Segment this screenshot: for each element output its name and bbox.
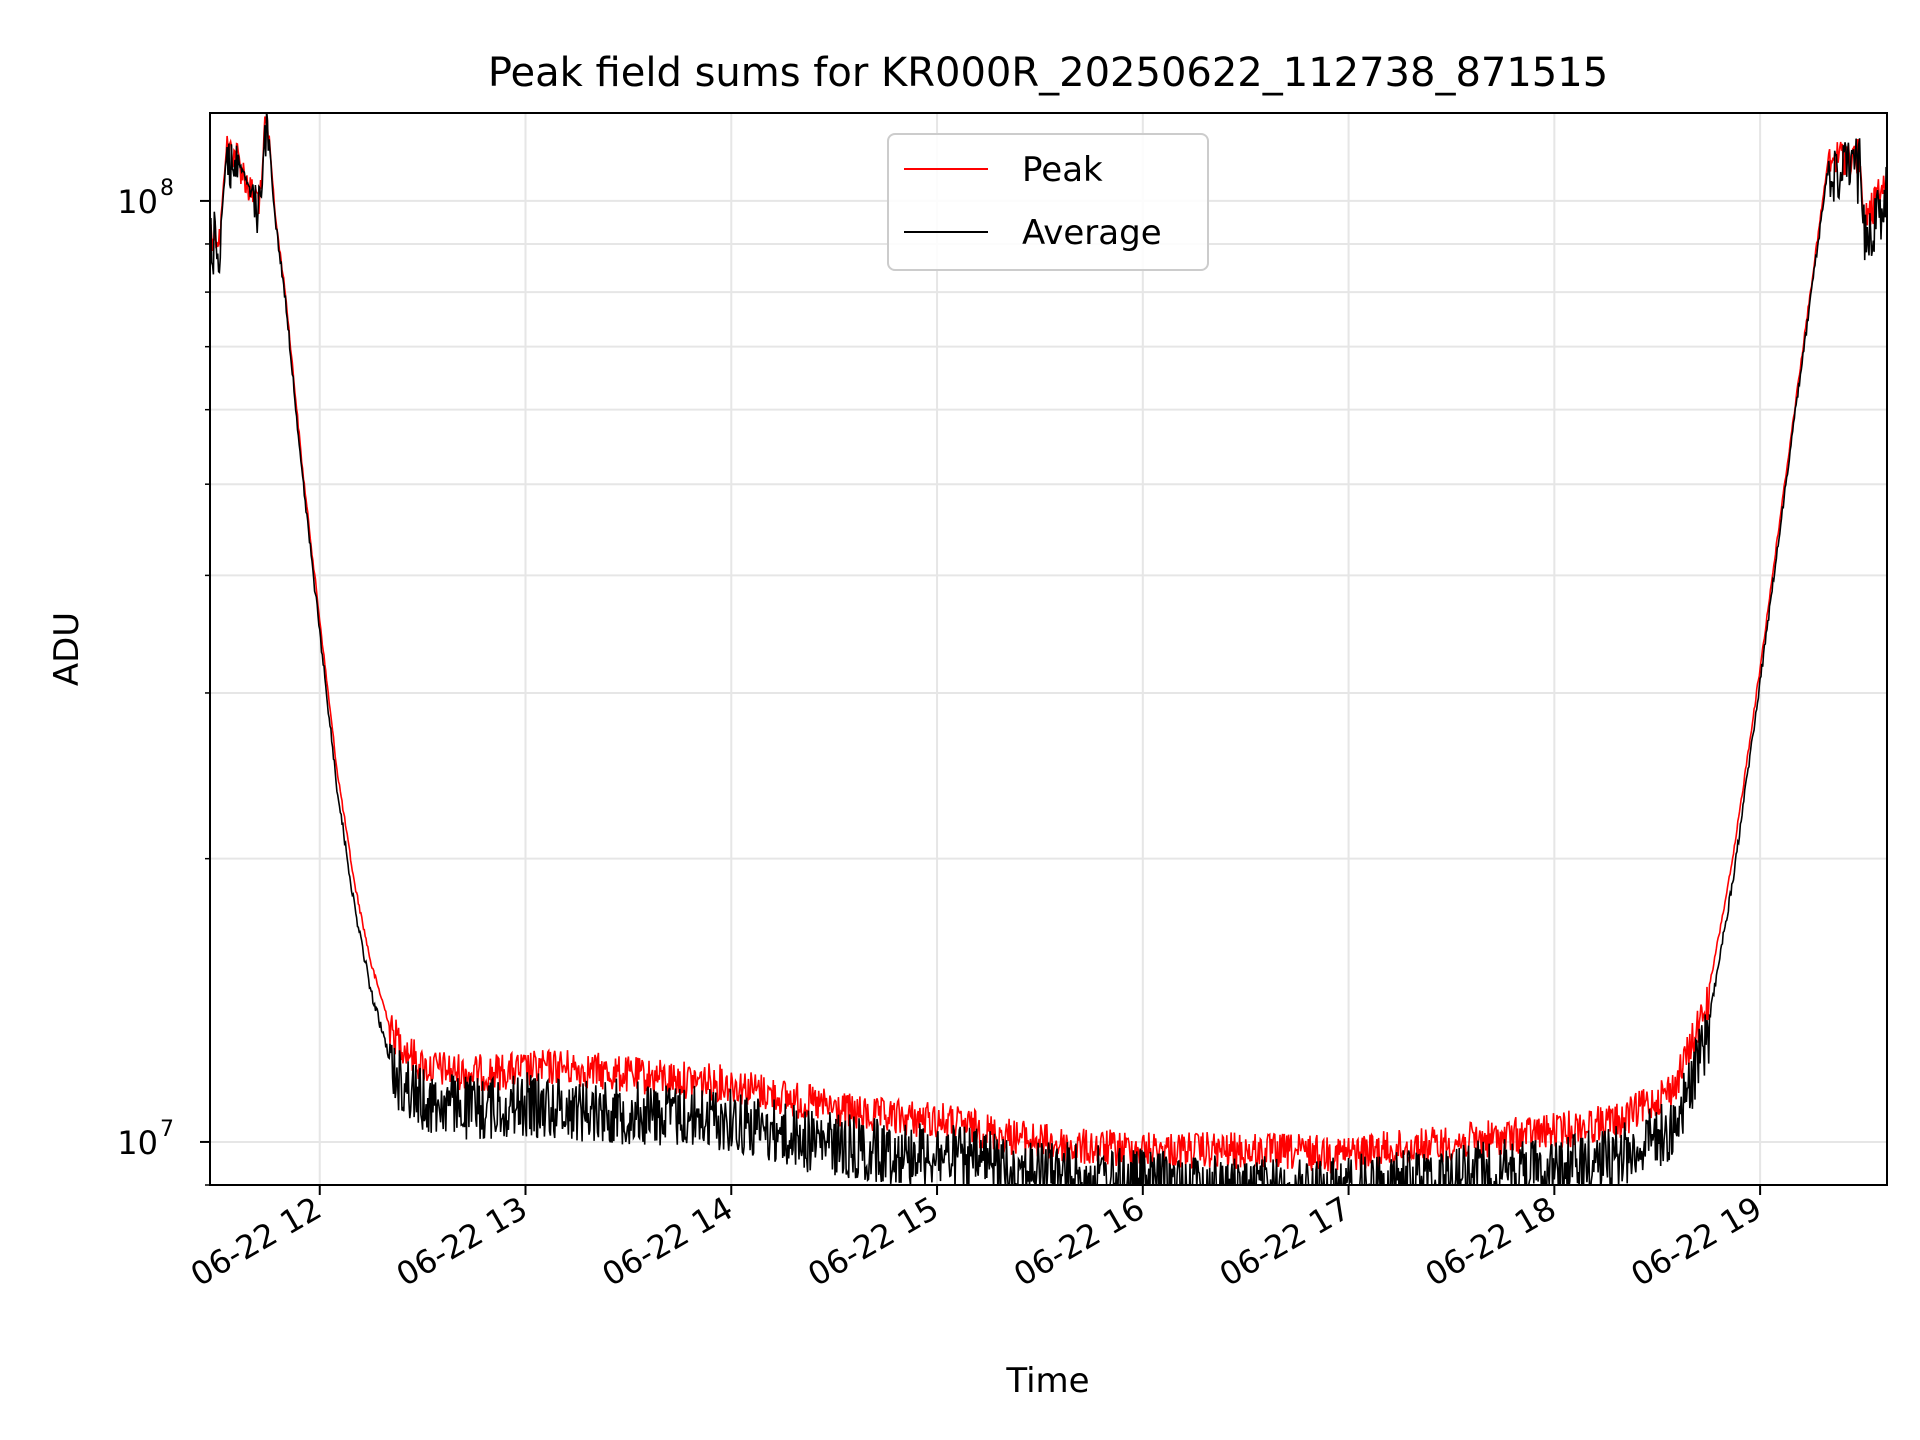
series-line-average bbox=[210, 113, 1887, 1185]
legend: Peak Average bbox=[887, 133, 1209, 271]
x-axis-label: Time bbox=[1005, 1361, 1089, 1401]
plot-area-frame bbox=[209, 112, 1888, 1186]
y-tick-label: 10 bbox=[117, 183, 158, 221]
y-tick-label-exponent: 7 bbox=[160, 1117, 174, 1142]
y-axis-label: ADU bbox=[47, 612, 87, 686]
plot-lines bbox=[210, 113, 1887, 1185]
grid bbox=[210, 113, 1887, 1186]
y-tick-label-exponent: 8 bbox=[160, 176, 174, 201]
chart-title: Peak field sums for KR000R_20250622_1127… bbox=[488, 50, 1608, 96]
legend-label-average: Average bbox=[1022, 213, 1162, 253]
y-tick-label: 10 bbox=[117, 1124, 158, 1162]
legend-label-peak: Peak bbox=[1022, 150, 1103, 190]
